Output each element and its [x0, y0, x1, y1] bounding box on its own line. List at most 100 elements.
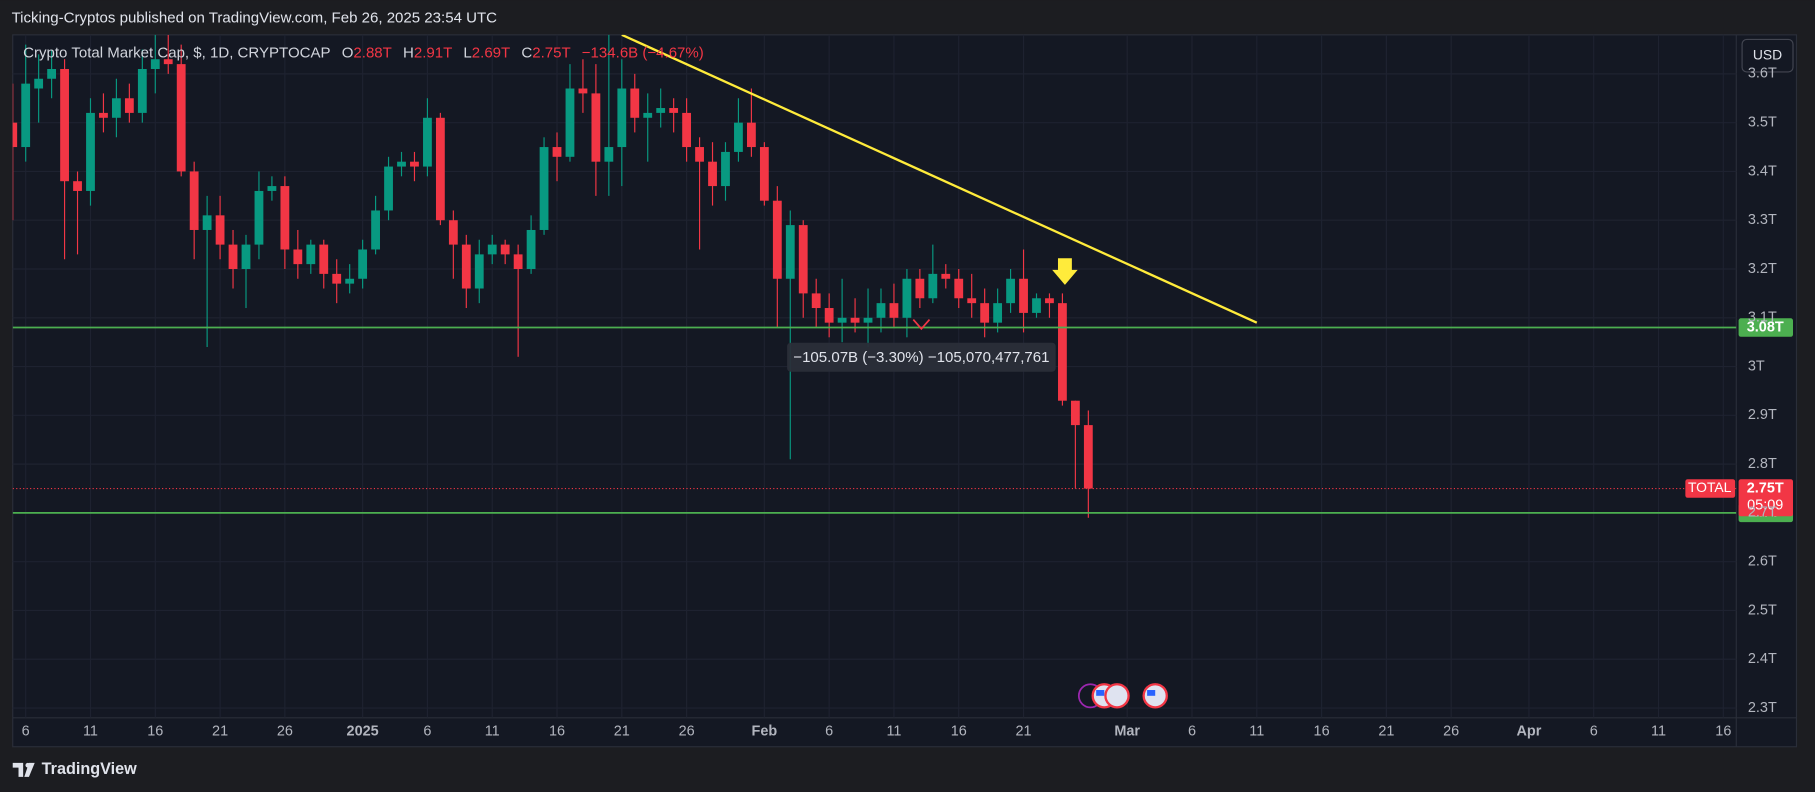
- y-tick-label: 2.4T: [1748, 651, 1777, 667]
- legend: Crypto Total Market Cap, $, 1D, CRYPTOCA…: [23, 44, 704, 61]
- legend-key: O: [342, 44, 354, 61]
- x-tick-label: 16: [147, 723, 163, 739]
- candle-body: [241, 244, 251, 270]
- plot: [12, 34, 1737, 518]
- candle-body: [150, 59, 160, 69]
- legend-title: Crypto Total Market Cap, $, 1D, CRYPTOCA…: [23, 44, 330, 61]
- x-tick-label: 21: [614, 723, 630, 739]
- candle-body: [643, 112, 653, 118]
- small-arrow: [912, 319, 931, 331]
- candle-body: [526, 229, 536, 270]
- logo-dot: [25, 762, 31, 768]
- legend-key: H: [403, 44, 414, 61]
- candle-body: [111, 98, 121, 118]
- candle-body: [73, 181, 82, 191]
- candle-body: [915, 278, 925, 299]
- candle-body: [552, 147, 562, 157]
- candle-body: [980, 303, 990, 323]
- candle-body: [306, 244, 316, 265]
- candle-body: [1006, 278, 1015, 304]
- y-tick-label: 2.3T: [1748, 700, 1777, 716]
- candle-body: [993, 303, 1003, 323]
- candle-body: [617, 88, 627, 148]
- candle-body: [837, 317, 847, 323]
- candle-body: [630, 88, 640, 118]
- candle-body: [578, 88, 588, 94]
- legend-value: 2.69T: [472, 44, 510, 61]
- chart-panel: [12, 34, 1798, 748]
- x-tick-label: 26: [277, 723, 293, 739]
- candle-body: [500, 244, 510, 255]
- x-tick-label: 6: [1590, 723, 1598, 739]
- candle-body: [734, 122, 743, 152]
- x-tick-label: 2025: [347, 723, 379, 739]
- header-title: Ticking-Cryptos published on TradingView…: [12, 10, 498, 27]
- brand-name: TradingView: [42, 760, 137, 778]
- candle-body: [137, 68, 147, 113]
- candle-body: [772, 200, 782, 279]
- price-tag: [1738, 479, 1794, 517]
- y-tick-label: 2.8T: [1748, 456, 1777, 472]
- legend-key: L: [463, 44, 471, 61]
- event-icons: [1077, 683, 1168, 709]
- candle-body: [928, 273, 938, 299]
- x-tick-label: 11: [886, 723, 901, 739]
- x-tick-label: 21: [1016, 723, 1032, 739]
- candle-body: [513, 254, 523, 270]
- symbol-tag: [1685, 479, 1736, 498]
- candle-body: [280, 186, 290, 250]
- candle-body: [721, 151, 730, 187]
- legend-value: 2.75T: [532, 44, 570, 61]
- y-tick-label: 2.7T: [1748, 505, 1777, 521]
- candle-body: [124, 98, 134, 113]
- currency-button[interactable]: [1741, 38, 1794, 73]
- candle-body: [435, 117, 445, 221]
- candle-body: [746, 122, 756, 148]
- candle-body: [785, 225, 795, 279]
- candle-body: [189, 171, 199, 230]
- arrow-marker: [1052, 258, 1078, 285]
- y-tick-label: 2.6T: [1748, 554, 1777, 570]
- candle-body: [1058, 303, 1067, 401]
- event-icon[interactable]: [1104, 683, 1130, 709]
- candle-body: [474, 254, 484, 289]
- candle-body: [293, 249, 303, 265]
- candle-body: [384, 166, 393, 211]
- candle-body: [889, 303, 899, 318]
- candle-body: [902, 278, 912, 318]
- candle-body: [1019, 278, 1028, 313]
- y-tick-label: 3T: [1748, 358, 1765, 374]
- legend-change: −134.6B (−4.67%): [582, 44, 704, 61]
- candle-body: [371, 210, 380, 250]
- candle-body: [1045, 298, 1054, 304]
- candle-body: [332, 273, 342, 284]
- candle-body: [824, 308, 834, 323]
- candle-body: [850, 317, 860, 323]
- candle-body: [591, 93, 601, 162]
- candle-body: [967, 298, 977, 304]
- candle-body: [423, 117, 432, 167]
- x-tick-label: 16: [549, 723, 565, 739]
- y-tick-label: 3.6T: [1748, 66, 1777, 82]
- candle-body: [176, 64, 186, 172]
- candle-body: [215, 215, 225, 245]
- x-tick-label: 11: [83, 723, 98, 739]
- level-tag: [1738, 318, 1794, 337]
- currency-label: USD: [1753, 46, 1782, 62]
- candle-body: [708, 161, 717, 187]
- candle-body: [12, 122, 18, 148]
- candle-body: [254, 190, 264, 245]
- y-tick-label: 3.4T: [1748, 163, 1777, 179]
- candle-body: [410, 161, 419, 167]
- candle-body: [1032, 298, 1041, 313]
- x-tick-label: 11: [485, 723, 500, 739]
- x-tick-label: 21: [1378, 723, 1394, 739]
- candle-body: [228, 244, 238, 270]
- candle-body: [397, 161, 406, 167]
- legend-value: 2.91T: [414, 44, 452, 61]
- y-tick-label: 3.2T: [1748, 261, 1777, 277]
- candle-body: [461, 244, 471, 289]
- candle-body: [669, 108, 679, 113]
- x-tick-label: 6: [22, 723, 30, 739]
